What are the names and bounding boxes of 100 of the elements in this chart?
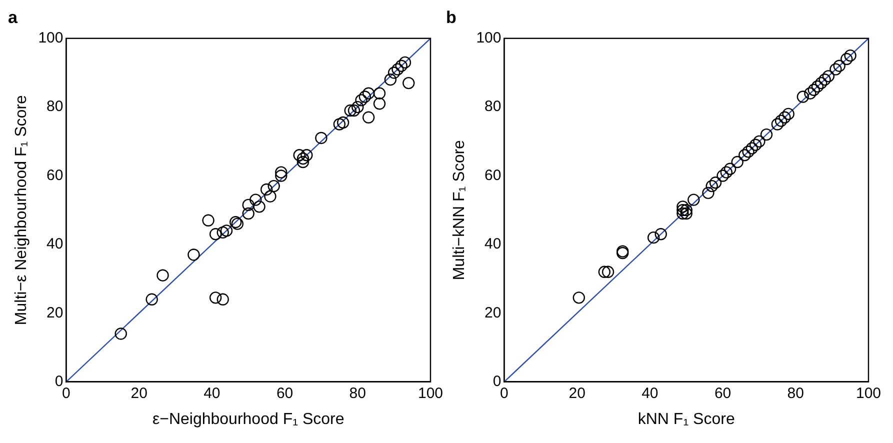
point	[395, 60, 408, 72]
point	[706, 180, 718, 192]
y-tick-label: 20	[46, 304, 64, 322]
point	[242, 198, 254, 212]
point	[253, 200, 266, 213]
point	[808, 84, 820, 96]
point	[676, 207, 689, 220]
y-tick-label: 100	[38, 30, 64, 47]
point	[804, 87, 816, 100]
point	[275, 170, 288, 182]
point	[260, 183, 273, 196]
x-tick-label: 80	[349, 384, 366, 402]
point	[275, 166, 288, 178]
point	[688, 194, 700, 206]
x-tick-label: 60	[714, 384, 732, 402]
point	[362, 111, 375, 124]
point	[598, 266, 610, 278]
y-tick-label: 60	[46, 166, 64, 184]
point	[209, 228, 222, 240]
point	[373, 87, 386, 100]
point	[373, 98, 386, 110]
x-tick-label: 80	[787, 384, 804, 402]
x-tick-label: 20	[568, 384, 586, 402]
x-tick-label: 40	[204, 384, 220, 402]
point	[242, 207, 254, 220]
point	[114, 328, 127, 340]
point	[250, 194, 262, 206]
y-tick-label: 80	[484, 98, 502, 116]
y-tick-label: 20	[484, 304, 502, 322]
x-axis-title: ε−Neighbourhood F₁ Score	[152, 410, 344, 428]
point	[647, 231, 660, 244]
x-tick-label: 20	[130, 384, 148, 402]
point	[358, 90, 372, 103]
point	[796, 90, 810, 103]
point	[344, 104, 356, 117]
point	[296, 156, 310, 168]
point	[716, 170, 729, 182]
point	[680, 204, 692, 216]
point	[602, 266, 614, 278]
point	[731, 156, 744, 168]
x-tick-label: 100	[418, 384, 443, 402]
point	[293, 149, 306, 162]
x-axis-title: kNN F₁ Score	[638, 410, 735, 428]
point	[778, 111, 791, 124]
y-tick-label: 40	[46, 236, 64, 253]
point	[333, 118, 346, 130]
point	[188, 248, 200, 261]
point	[296, 152, 310, 165]
point	[156, 269, 169, 282]
point	[720, 166, 733, 178]
point	[355, 94, 368, 106]
point	[572, 292, 585, 304]
point	[676, 200, 689, 213]
point	[654, 228, 667, 240]
point	[216, 293, 229, 306]
point	[388, 66, 400, 79]
point	[209, 292, 222, 304]
point	[738, 149, 751, 162]
point	[202, 214, 214, 226]
x-tick-label: 60	[276, 384, 294, 402]
point	[760, 128, 773, 141]
point	[749, 138, 762, 151]
point	[815, 76, 828, 90]
point	[392, 63, 404, 76]
point	[352, 100, 364, 114]
point	[264, 190, 276, 202]
point	[680, 207, 692, 220]
point	[818, 74, 831, 86]
point	[676, 204, 689, 216]
point	[402, 76, 415, 90]
point	[840, 52, 853, 66]
point	[315, 132, 328, 144]
x-tick-label: 40	[642, 384, 658, 402]
point	[709, 176, 722, 189]
y-tick-label: 80	[46, 98, 64, 116]
point	[811, 80, 824, 93]
chart-title: a	[8, 8, 18, 27]
point	[348, 104, 360, 117]
point	[724, 162, 736, 175]
point	[746, 142, 758, 154]
point	[146, 293, 158, 306]
point	[216, 226, 229, 239]
y-axis-title: Multi−ε Neighbourhood F₁ Score	[13, 95, 30, 326]
point	[702, 186, 714, 200]
point	[771, 118, 784, 130]
y-tick-label: 40	[484, 236, 502, 253]
y-axis-title: Multi−kNN F₁ Score	[451, 140, 468, 280]
y-tick-label: 100	[476, 30, 502, 47]
point	[833, 60, 846, 72]
point	[830, 63, 842, 76]
x-tick-label: 100	[856, 384, 881, 402]
point	[742, 146, 754, 158]
point	[774, 114, 788, 127]
point	[220, 224, 233, 237]
y-tick-label: 0	[492, 372, 502, 390]
point	[362, 87, 375, 100]
point	[300, 149, 313, 162]
y-tick-label: 0	[54, 372, 64, 390]
point	[398, 56, 412, 69]
point	[753, 135, 766, 148]
